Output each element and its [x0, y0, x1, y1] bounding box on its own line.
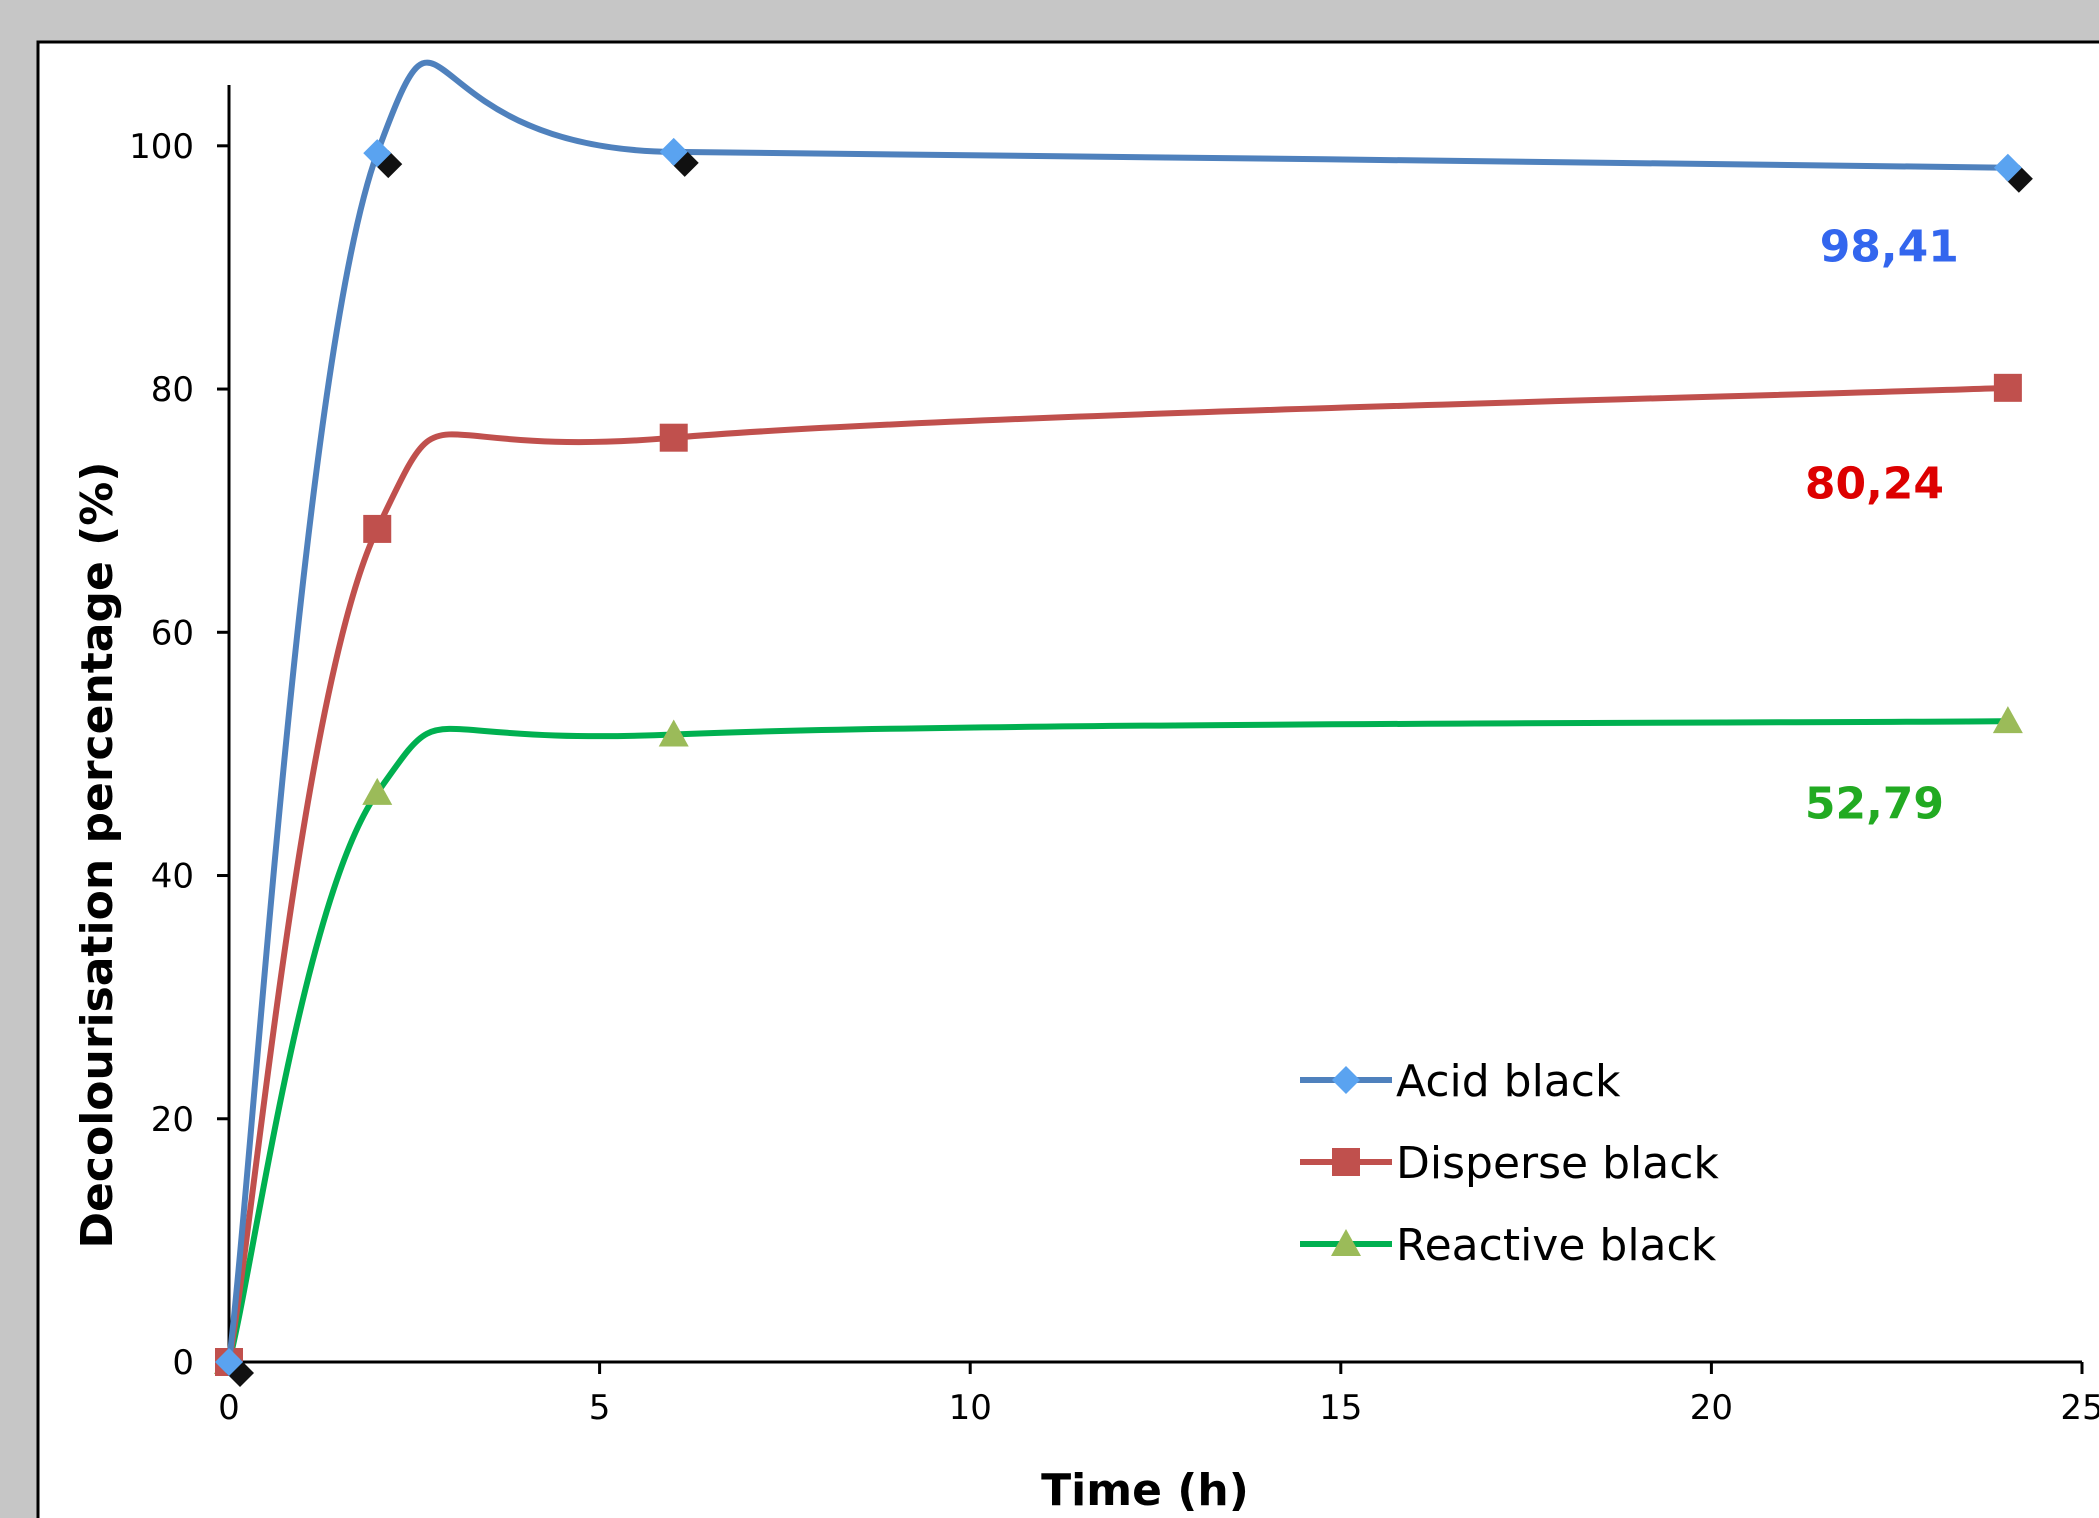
series-point-reactive-black — [362, 777, 393, 805]
x-axis-title: Time (h) — [1041, 1465, 1249, 1516]
x-tick-label: 15 — [1319, 1388, 1362, 1428]
y-tick-label: 100 — [129, 127, 194, 167]
series-line-disperse-black — [226, 384, 2011, 1365]
x-tick-label: 0 — [218, 1388, 240, 1428]
series-point-acid-black — [215, 1348, 243, 1376]
x-tick-label: 25 — [2060, 1388, 2099, 1428]
data-label-annotation: 80,24 — [1805, 459, 1944, 510]
y-tick-label: 60 — [151, 613, 194, 653]
series-point-reactive-black — [658, 719, 689, 747]
series-point-reactive-black — [1992, 706, 2023, 734]
y-tick-label: 80 — [151, 370, 194, 410]
legend-label-acid-black: Acid black — [1396, 1056, 1621, 1107]
legend-swatch-marker-disperse-black — [1332, 1148, 1360, 1176]
axes: 0 5 10 15 20 25 0 20 40 60 80 100 — [129, 85, 2099, 1428]
data-label-annotation: 52,79 — [1805, 778, 1944, 829]
series-point-disperse-black — [363, 514, 392, 543]
annotations: 98,41 80,24 52,79 — [1805, 221, 1959, 829]
series-point-disperse-black — [1993, 373, 2022, 402]
y-tick-label: 40 — [151, 857, 194, 897]
series-point-disperse-black — [659, 423, 688, 452]
x-tick-label: 5 — [589, 1388, 611, 1428]
y-tick-label: 0 — [172, 1343, 194, 1383]
legend-swatch-marker-reactive-black — [1331, 1229, 1361, 1256]
legend-label-reactive-black: Reactive black — [1396, 1220, 1717, 1271]
legend-swatch-marker-acid-black — [1332, 1066, 1360, 1094]
series-point-acid-black — [659, 137, 688, 166]
series-line-acid-black — [226, 59, 2011, 1365]
series-line-reactive-black — [226, 718, 2011, 1365]
data-label-annotation: 98,41 — [1820, 221, 1959, 272]
y-axis-title: Decolourisation percentage (%) — [72, 462, 123, 1249]
y-tick-label: 20 — [151, 1100, 194, 1140]
chart-frame — [36, 40, 2099, 1518]
x-tick-label: 20 — [1690, 1388, 1733, 1428]
legend: Acid black Disperse black Reactive black — [1300, 1056, 1719, 1271]
series-point-acid-black — [1993, 153, 2022, 182]
series-point-acid-black — [363, 139, 392, 168]
legend-label-disperse-black: Disperse black — [1396, 1138, 1719, 1189]
series-layer — [214, 59, 2033, 1387]
x-tick-label: 10 — [949, 1388, 992, 1428]
